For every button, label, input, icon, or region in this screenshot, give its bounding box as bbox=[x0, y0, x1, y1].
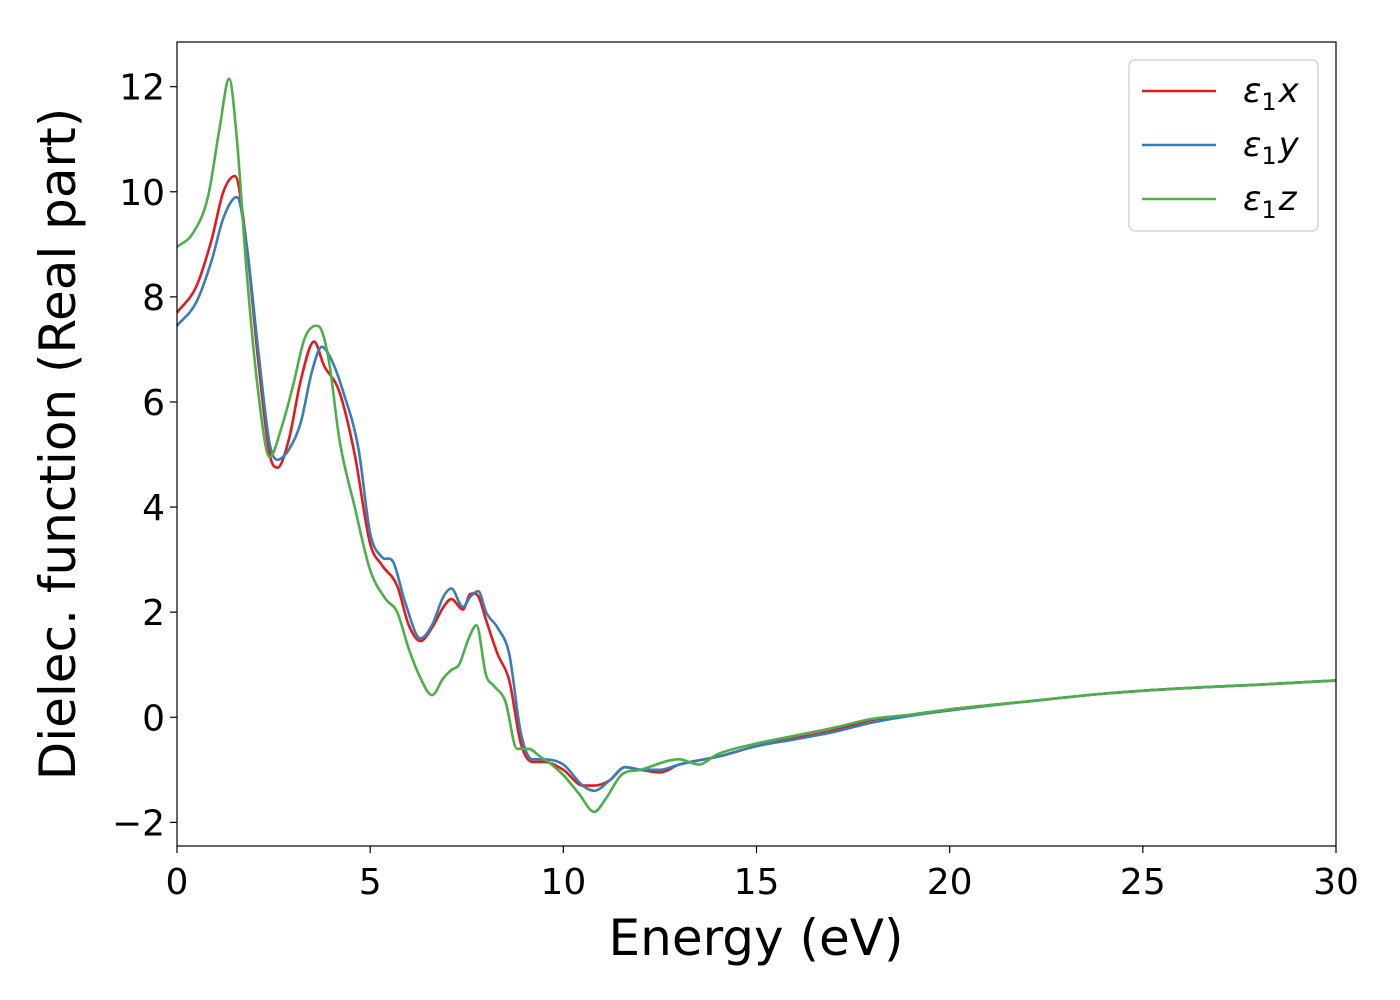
legend-box bbox=[1128, 59, 1319, 232]
x-tick-label: 0 bbox=[166, 862, 189, 903]
x-tick-label: 15 bbox=[734, 862, 780, 903]
y-tick-label: 6 bbox=[142, 383, 165, 424]
plot-frame bbox=[176, 41, 1337, 847]
y-tick-label: 0 bbox=[142, 698, 165, 739]
x-tick-label: 25 bbox=[1120, 862, 1166, 903]
x-ticks: 0 5 10 15 20 25 30 bbox=[166, 846, 1359, 903]
legend-label-3: ε1z bbox=[1243, 179, 1298, 224]
y-tick-label: 4 bbox=[142, 488, 165, 529]
series-layer bbox=[175, 77, 1337, 814]
y-ticks: −2 0 2 4 6 8 10 12 bbox=[112, 68, 177, 844]
series-line-1 bbox=[175, 174, 1337, 787]
x-tick-label: 30 bbox=[1313, 862, 1359, 903]
x-tick-label: 20 bbox=[927, 862, 973, 903]
legend-label-1: ε1x bbox=[1243, 71, 1300, 116]
x-axis-title: Energy (eV) bbox=[609, 909, 904, 967]
y-tick-label: −2 bbox=[112, 803, 165, 844]
legend: ε1x ε1y ε1z bbox=[1128, 59, 1319, 232]
y-tick-label: 10 bbox=[119, 173, 165, 214]
x-tick-label: 5 bbox=[359, 862, 382, 903]
y-axis-title: Dielec. function (Real part) bbox=[29, 108, 87, 780]
legend-label-2: ε1y bbox=[1243, 125, 1300, 170]
y-tick-label: 8 bbox=[142, 278, 165, 319]
series-line-2 bbox=[175, 195, 1337, 793]
series-line-3 bbox=[176, 77, 1337, 814]
y-tick-label: 12 bbox=[119, 68, 165, 109]
y-tick-label: 2 bbox=[142, 593, 165, 634]
x-tick-label: 10 bbox=[540, 862, 586, 903]
